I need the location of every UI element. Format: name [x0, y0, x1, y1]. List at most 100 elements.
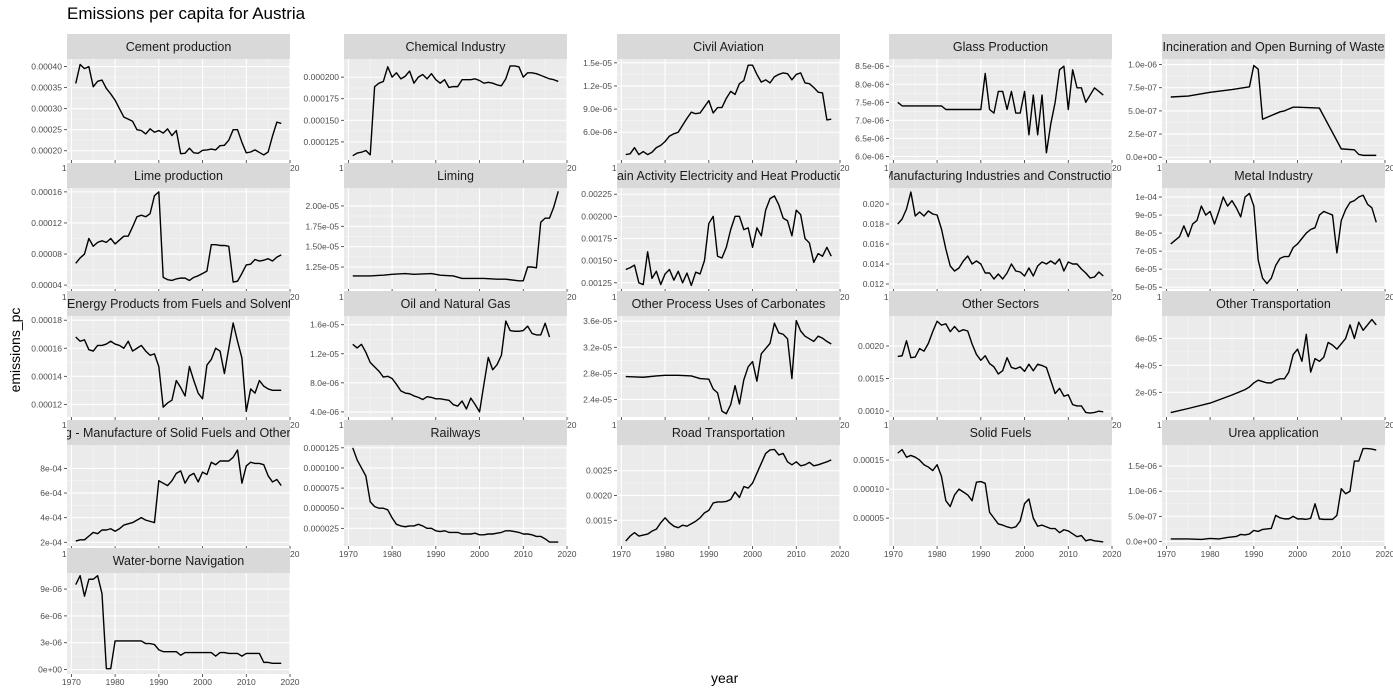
x-tick-label: 2000 [743, 549, 762, 559]
series-line [1170, 318, 1377, 414]
y-tick-label: 7.5e-07 [1128, 83, 1157, 93]
x-tick-label: 1980 [1201, 549, 1220, 559]
facet-panel: Cement production19701980199020002010202… [31, 34, 300, 173]
y-tick-label: 1e-04 [1135, 192, 1157, 202]
x-tick-label: 2020 [1103, 163, 1122, 173]
facet-strip [344, 291, 567, 316]
facet-strip [617, 291, 840, 316]
series-line [75, 322, 282, 413]
y-tick-label: 5.0e-07 [1128, 511, 1157, 521]
y-tick-label: 0.014 [863, 259, 885, 269]
x-tick-label: 1990 [426, 549, 445, 559]
facet-strip [617, 420, 840, 445]
series-line [625, 64, 832, 156]
panel-background [889, 188, 1112, 289]
facet-strip-label: Non-Energy Products from Fuels and Solve… [40, 297, 317, 311]
facet-strip [344, 163, 567, 188]
series-line [1170, 192, 1377, 285]
series-line [75, 574, 282, 670]
x-tick-label: 1990 [971, 549, 990, 559]
facet-strip [67, 163, 290, 188]
panel-background [67, 316, 290, 417]
facet-strip-label: Liming [437, 169, 474, 183]
y-tick-label: 0.0025 [586, 466, 612, 476]
x-tick-label: 2020 [281, 677, 300, 687]
x-tick-label: 1980 [656, 549, 675, 559]
y-tick-label: 0.018 [863, 219, 885, 229]
facet-panel: Incineration and Open Burning of Waste19… [1126, 34, 1393, 173]
y-tick-label: 0.00175 [581, 234, 612, 244]
y-tick-label: 2.00e-05 [305, 201, 339, 211]
x-tick-label: 2010 [237, 677, 256, 687]
y-tick-label: 4e-05 [1135, 360, 1157, 370]
facet-strip [1162, 420, 1385, 445]
y-tick-label: 2.5e-07 [1128, 129, 1157, 139]
y-tick-label: 0.00015 [853, 455, 884, 465]
y-tick-label: 0.00025 [31, 125, 62, 135]
x-tick-label: 2000 [1015, 549, 1034, 559]
y-tick-label: 0.0020 [858, 341, 884, 351]
y-tick-label: 1.50e-05 [305, 242, 339, 252]
x-tick-label: 1980 [106, 677, 125, 687]
y-tick-label: 0.00040 [31, 62, 62, 72]
x-tick-label: 2020 [558, 549, 577, 559]
y-tick-label: 2.8e-05 [583, 368, 612, 378]
y-tick-label: 8.0e-06 [855, 79, 884, 89]
y-tick-label: 0.000200 [304, 72, 340, 82]
x-tick-label: 1990 [699, 549, 718, 559]
y-tick-label: 1.25e-05 [305, 262, 339, 272]
y-tick-label: 6e-06 [40, 611, 62, 621]
facet-strip-label: Petroleum Refining - Manufacture of Soli… [0, 426, 391, 440]
facet-panel: Railways 1970 1980 1990 2000 2010 2020 0.000025… [304, 420, 577, 559]
y-tick-label: 0.00225 [581, 189, 612, 199]
x-tick-label: 2020 [281, 420, 300, 430]
y-tick-label: 7.0e-06 [855, 115, 884, 125]
series-line [352, 191, 559, 282]
y-tick-label: 6e-04 [40, 488, 62, 498]
x-tick-label: 2010 [514, 549, 533, 559]
facet-strip-label: Metal Industry [1234, 169, 1313, 183]
facet-strip-label: Chemical Industry [405, 40, 506, 54]
x-tick-label: 1970 [612, 549, 631, 559]
y-tick-label: 0.016 [863, 239, 885, 249]
y-tick-label: 0.00200 [581, 211, 612, 221]
y-tick-label: 3e-06 [40, 638, 62, 648]
panel-background [889, 59, 1112, 160]
y-tick-label: 0.00016 [31, 187, 62, 197]
y-tick-label: 6.0e-06 [855, 151, 884, 161]
facet-panel: Chemical Industry19701980199020002010202… [304, 34, 577, 173]
facet-strip-label: Solid Fuels [970, 426, 1032, 440]
x-tick-label: 2020 [831, 420, 850, 430]
facet-strip-label: Urea application [1228, 426, 1318, 440]
facet-strip-label: Incineration and Open Burning of Waste [1163, 40, 1385, 54]
x-tick-label: 2020 [281, 292, 300, 302]
facet-strip [67, 291, 290, 316]
series-line [897, 320, 1104, 414]
facet-strip [344, 420, 567, 445]
y-tick-label: 0.00012 [31, 399, 62, 409]
y-tick-label: 1.75e-05 [305, 221, 339, 231]
y-tick-label: 8.5e-06 [855, 61, 884, 71]
y-tick-label: 0.000150 [304, 115, 340, 125]
facet-strip-label: Water-borne Navigation [113, 554, 245, 568]
y-tick-label: 1.2e-05 [310, 349, 339, 359]
x-tick-label: 2020 [1103, 549, 1122, 559]
facet-strip-label: Civil Aviation [693, 40, 764, 54]
series-line [75, 449, 282, 542]
panel-background [1162, 445, 1385, 546]
y-tick-label: 3.2e-05 [583, 342, 612, 352]
x-tick-label: 2020 [1103, 420, 1122, 430]
y-tick-label: 1.6e-05 [310, 320, 339, 330]
facet-strip [344, 34, 567, 59]
x-tick-label: 2020 [1103, 292, 1122, 302]
y-tick-label: 8.0e-06 [310, 378, 339, 388]
facet-panel: Urea application 1970 1980 1990 2000 2010 2020… [1126, 420, 1393, 559]
series-line [897, 448, 1104, 543]
chart-title: Emissions per capita for Austria [67, 4, 306, 23]
y-tick-label: 1.0e-06 [1128, 486, 1157, 496]
y-tick-label: 9e-06 [40, 584, 62, 594]
facet-panel: Lime production1970198019902000201020200… [31, 163, 300, 302]
y-tick-label: 4.0e-06 [310, 407, 339, 417]
x-tick-label: 2000 [470, 549, 489, 559]
x-tick-label: 2010 [787, 549, 806, 559]
